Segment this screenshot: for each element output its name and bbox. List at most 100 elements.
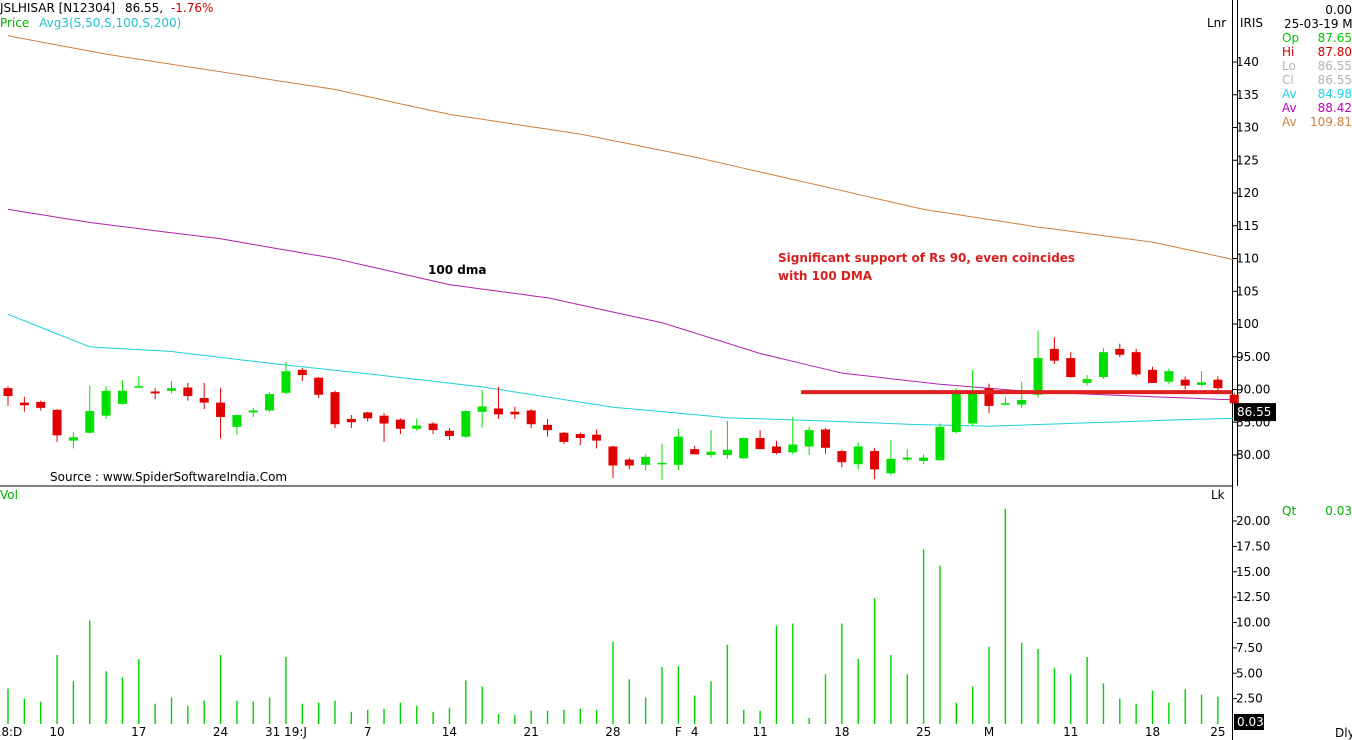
panel-row: Hi 87.80 xyxy=(1240,45,1352,59)
chart-header: JSLHISAR [N12304] 86.55, -1.76% xyxy=(0,1,213,15)
candle-body xyxy=(1017,399,1027,405)
candle-body xyxy=(1148,369,1157,383)
panel-row-key: Hi xyxy=(1282,45,1295,59)
candle-body xyxy=(330,392,340,425)
candle-body xyxy=(428,423,438,431)
x-tick-label: 28 xyxy=(605,725,620,739)
candle-body xyxy=(641,456,651,465)
candle-body xyxy=(984,388,994,406)
candle-body xyxy=(1049,348,1059,361)
candle-body xyxy=(232,415,242,427)
candle-body xyxy=(134,386,144,388)
candle-body xyxy=(199,398,209,403)
candle-body xyxy=(36,401,46,408)
x-tick-label: 24 xyxy=(213,725,228,739)
panel-row-key: Lo xyxy=(1282,59,1296,73)
x-tick-label: 31 19:J xyxy=(265,725,307,739)
candle-body xyxy=(1229,394,1239,404)
candle-body xyxy=(167,388,176,391)
candle-body xyxy=(346,418,356,423)
panel-row-key: Op xyxy=(1282,31,1300,45)
candle-body xyxy=(101,390,111,416)
current-price-tag-label: 86.55 xyxy=(1237,405,1271,419)
panel-row-value: 84.98 xyxy=(1317,87,1352,101)
x-tick-label: 4 xyxy=(691,725,699,739)
x-tick-label: 17 xyxy=(131,725,146,739)
volume-tick-label: 17.50 xyxy=(1236,539,1270,553)
candle-body xyxy=(510,411,520,415)
price-tick-label: 100 xyxy=(1236,317,1259,331)
panel-row-value: 109.81 xyxy=(1310,115,1352,129)
candle-body xyxy=(722,449,732,455)
volume-tick-label: 2.50 xyxy=(1236,692,1263,706)
candle-body xyxy=(526,410,536,425)
candle-body xyxy=(281,371,291,393)
x-tick-label: F xyxy=(675,725,682,739)
candle-body xyxy=(1098,352,1108,378)
candle-body xyxy=(19,402,29,406)
candle-body xyxy=(919,457,929,461)
candle-body xyxy=(183,387,193,397)
candle-body xyxy=(68,437,78,441)
panel-row: Av 109.81 xyxy=(1240,115,1352,129)
price-tick-label: 120 xyxy=(1236,186,1259,200)
panel-row-key: Av xyxy=(1282,101,1297,115)
price-tick-label: 110 xyxy=(1236,252,1259,266)
price-tick-label: 80.00 xyxy=(1236,448,1270,462)
candle-body xyxy=(608,446,618,466)
candle-body xyxy=(624,459,634,466)
candle-body xyxy=(690,449,700,455)
price-change: -1.76% xyxy=(170,1,214,15)
panel-row-value: 86.55 xyxy=(1317,59,1352,73)
volume-tick-label: 7.50 xyxy=(1236,641,1263,655)
volume-label: Vol xyxy=(0,488,18,502)
support-note-line2: with 100 DMA xyxy=(778,269,873,283)
candle-body xyxy=(821,429,830,448)
panel-row: Lo 86.55 xyxy=(1240,59,1352,73)
candle-body xyxy=(395,419,405,429)
candle-body xyxy=(444,430,454,437)
panel-row-key: Av xyxy=(1282,87,1297,101)
panel-row-key: Av xyxy=(1282,115,1297,129)
volume-tick-label: 20.00 xyxy=(1236,514,1270,528)
x-tick-label: M xyxy=(984,725,994,739)
x-tick-label: 18 xyxy=(834,725,849,739)
volume-tick-label: 15.00 xyxy=(1236,565,1270,579)
candle-body xyxy=(1164,371,1174,382)
panel-row-value: 87.65 xyxy=(1317,31,1352,45)
ma-100-line xyxy=(7,208,1235,401)
candle-body xyxy=(477,406,487,412)
candle-body xyxy=(804,430,814,447)
candle-body xyxy=(575,434,585,438)
candle-body xyxy=(1000,403,1010,405)
panel-row-value: 88.42 xyxy=(1317,101,1352,115)
support-note-line1: Significant support of Rs 90, even coinc… xyxy=(778,251,1076,265)
price-tick-label: 125 xyxy=(1236,153,1259,167)
current-volume-tag xyxy=(1234,714,1264,730)
price-tick-label: 140 xyxy=(1236,55,1259,69)
candle-body xyxy=(3,388,13,397)
scale-type: Lnr xyxy=(1207,16,1227,30)
candle-body xyxy=(265,394,275,411)
price-label: Price xyxy=(0,16,30,30)
candle-body xyxy=(461,411,471,437)
symbol-label: JSLHISAR [N12304] xyxy=(0,1,116,15)
candle-body xyxy=(248,410,258,413)
date-label: 25-03-19 Mo xyxy=(1284,17,1352,31)
candle-body xyxy=(1115,348,1125,355)
x-tick-label: 18 xyxy=(1145,725,1160,739)
candle-body xyxy=(1082,379,1092,383)
candle-body xyxy=(951,390,961,433)
candle-body xyxy=(85,411,95,433)
price-tick-label: 90.00 xyxy=(1236,383,1270,397)
volume-tick-label: 10.00 xyxy=(1236,616,1270,630)
price-tick-label: 115 xyxy=(1236,219,1259,233)
candle-body xyxy=(1197,382,1207,385)
panel-row: Av 84.98 xyxy=(1240,87,1352,101)
x-tick-label: 7 xyxy=(364,725,372,739)
candle-body xyxy=(314,377,324,395)
current-volume-tag-label: 0.03 xyxy=(1237,715,1264,729)
candle-body xyxy=(853,446,863,465)
candle-body xyxy=(412,425,422,429)
indicator-header: Price Avg3(S,50,S,100,S,200) xyxy=(0,16,181,30)
